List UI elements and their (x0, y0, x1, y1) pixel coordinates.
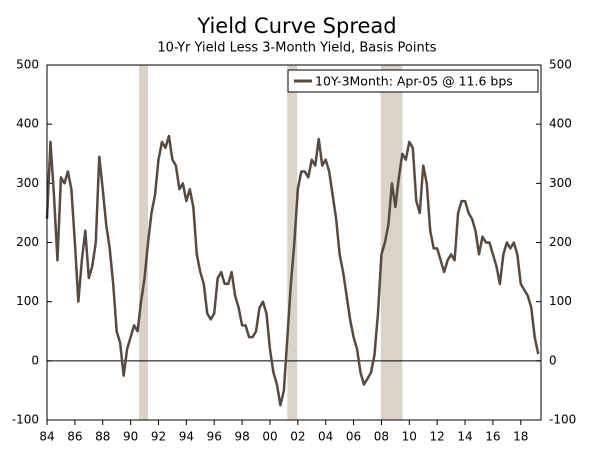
series-line (45, 134, 540, 407)
y2-tick-label: 0 (549, 353, 557, 367)
x-tick-label: 92 (151, 430, 166, 444)
x-tick-label: 98 (234, 430, 249, 444)
y-tick-label: -100 (12, 413, 39, 427)
y-tick-label: 200 (16, 235, 39, 249)
x-tick-label: 96 (207, 430, 222, 444)
y-tick-label: 500 (16, 58, 39, 72)
x-tick-label: 02 (290, 430, 305, 444)
y2-tick-label: 100 (549, 294, 572, 308)
x-tick-label: 16 (485, 430, 500, 444)
x-tick-label: 10 (402, 430, 417, 444)
plot-frame (46, 64, 542, 421)
y-tick-label: 0 (31, 353, 39, 367)
legend-label: 10Y-3Month: Apr-05 @ 11.6 bps (315, 74, 513, 89)
chart-subtitle: 10-Yr Yield Less 3-Month Yield, Basis Po… (157, 41, 436, 56)
recession-shade (380, 65, 403, 420)
chart-title: Yield Curve Spread (196, 14, 396, 38)
recession-shade (287, 65, 298, 420)
y2-tick-label: 500 (549, 58, 572, 72)
x-tick-label: 86 (67, 430, 82, 444)
y-tick-label: 100 (16, 294, 39, 308)
y2-tick-label: 200 (549, 235, 572, 249)
x-tick-label: 00 (262, 430, 277, 444)
legend-box (287, 69, 539, 93)
x-tick-label: 18 (513, 430, 528, 444)
x-tick-label: 12 (430, 430, 445, 444)
y2-tick-label: -100 (549, 413, 576, 427)
x-tick-label: 14 (457, 430, 472, 444)
x-tick-label: 04 (318, 430, 333, 444)
x-tick-label: 06 (346, 430, 361, 444)
x-tick-label: 90 (123, 430, 138, 444)
y2-tick-label: 400 (549, 117, 572, 131)
recession-shade (138, 65, 149, 420)
x-tick-label: 08 (374, 430, 389, 444)
x-tick-label: 88 (95, 430, 110, 444)
x-tick-label: 94 (179, 430, 194, 444)
y2-tick-label: 300 (549, 176, 572, 190)
x-tick-label: 84 (39, 430, 54, 444)
y-tick-label: 400 (16, 117, 39, 131)
y-tick-label: 300 (16, 176, 39, 190)
